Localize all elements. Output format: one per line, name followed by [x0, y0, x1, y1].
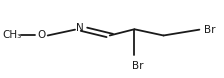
Text: N: N [76, 23, 83, 33]
Text: Br: Br [132, 61, 144, 71]
Text: CH₃: CH₃ [3, 30, 22, 40]
Text: O: O [37, 30, 45, 40]
Text: Br: Br [204, 25, 215, 35]
